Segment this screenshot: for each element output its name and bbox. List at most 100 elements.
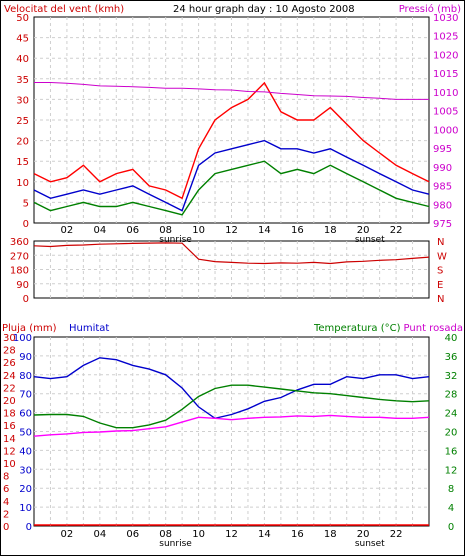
x-tick-label: 02	[61, 529, 74, 540]
direction-tick-label: 270	[10, 251, 29, 262]
wind-speed-axis-label: Velocitat del vent (kmh)	[4, 4, 124, 15]
x-tick-label: 14	[258, 225, 271, 236]
dew-point-axis-label: Punt rosada	[404, 323, 463, 334]
sunrise-marker: sunrise	[159, 539, 192, 549]
temperature-tick-label: 4	[448, 503, 454, 514]
x-tick-label: 12	[225, 225, 238, 236]
humidity-tick-label: 10	[19, 503, 32, 514]
temperature-tick-label: 20	[445, 428, 458, 439]
temperature-tick-label: 24	[445, 409, 458, 420]
x-tick-label: 08	[159, 529, 172, 540]
weather-panel-ticks: 0246810121416182022242628300102030405060…	[3, 333, 457, 549]
rain-tick-label: 22	[3, 383, 16, 394]
direction-tick-label: 90	[16, 280, 29, 291]
pressure-tick-label: 1025	[433, 32, 458, 43]
humidity-axis-label: Humitat	[69, 323, 109, 334]
humidity-tick-label: 90	[19, 352, 32, 363]
pressure-tick-label: 1000	[433, 125, 458, 136]
wind-tick-label: 15	[16, 157, 29, 168]
x-tick-label: 18	[324, 225, 337, 236]
compass-label: E	[437, 280, 443, 291]
pressure-tick-label: 1020	[433, 50, 458, 61]
pressure-tick-label: 995	[433, 144, 452, 155]
wind-direction-series	[33, 242, 430, 265]
humidity-tick-label: 60	[19, 409, 32, 420]
pressure-axis-label: Pressió (mb)	[399, 3, 461, 15]
wind-tick-label: 0	[23, 219, 29, 230]
sunset-marker: sunset	[355, 539, 385, 549]
x-tick-label: 04	[93, 529, 106, 540]
chart-title: 24 hour graph day : 10 Agosto 2008	[173, 4, 355, 15]
x-tick-label: 06	[126, 529, 139, 540]
wind-tick-label: 25	[16, 116, 29, 127]
pressure-tick-label: 980	[433, 200, 452, 211]
humidity-temperature-series	[33, 357, 430, 526]
humidity-tick-label: 30	[19, 465, 32, 476]
temperature-axis-label: Temperatura (°C)	[313, 323, 401, 334]
series-line	[33, 242, 430, 265]
x-tick-label: 14	[258, 529, 271, 540]
rain-tick-label: 18	[3, 409, 16, 420]
rain-tick-label: 28	[3, 346, 16, 357]
humidity-tick-label: 70	[19, 390, 32, 401]
wind-tick-label: 35	[16, 75, 29, 86]
wind-tick-label: 10	[16, 178, 29, 189]
series-line	[33, 414, 430, 437]
x-tick-label: 22	[390, 529, 403, 540]
x-tick-label: 16	[291, 225, 304, 236]
temperature-tick-label: 28	[445, 390, 458, 401]
wind-tick-label: 45	[16, 34, 29, 45]
x-tick-label: 06	[126, 225, 139, 236]
direction-tick-label: 360	[10, 237, 29, 248]
pressure-tick-label: 985	[433, 182, 452, 193]
rain-tick-label: 24	[3, 371, 16, 382]
rain-tick-label: 2	[3, 509, 9, 520]
sunset-marker: sunset	[355, 235, 385, 245]
compass-label: W	[437, 251, 447, 262]
temperature-tick-label: 0	[448, 522, 454, 533]
rain-tick-label: 8	[3, 472, 9, 483]
temperature-tick-label: 32	[445, 371, 458, 382]
x-tick-label: 20	[357, 225, 370, 236]
series-line	[33, 81, 430, 200]
compass-label: N	[437, 294, 444, 305]
wind-tick-label: 30	[16, 95, 29, 106]
x-tick-label: 10	[192, 225, 205, 236]
x-tick-label: 20	[357, 529, 370, 540]
series-line	[33, 357, 430, 420]
wind-tick-label: 40	[16, 54, 29, 65]
wind-tick-label: 50	[16, 13, 29, 24]
x-tick-label: 18	[324, 529, 337, 540]
temperature-tick-label: 36	[445, 352, 458, 363]
direction-tick-label: 0	[23, 294, 29, 305]
weather-panel-grid	[34, 337, 429, 526]
rain-tick-label: 4	[3, 497, 9, 508]
compass-label: N	[437, 237, 444, 248]
humidity-tick-label: 80	[19, 371, 32, 382]
humidity-tick-label: 20	[19, 484, 32, 495]
x-tick-label: 04	[93, 225, 106, 236]
x-tick-label: 10	[192, 529, 205, 540]
direction-tick-label: 180	[10, 266, 29, 277]
pressure-tick-label: 975	[433, 219, 452, 230]
rain-tick-label: 12	[3, 446, 16, 457]
rain-axis-label: Pluja (mm)	[2, 323, 57, 334]
wind-tick-label: 5	[23, 198, 29, 209]
pressure-tick-label: 1030	[433, 13, 458, 24]
series-line	[33, 384, 430, 429]
series-line	[33, 139, 430, 212]
rain-tick-label: 16	[3, 421, 16, 432]
x-tick-label: 12	[225, 529, 238, 540]
temperature-tick-label: 12	[445, 465, 458, 476]
series-line	[34, 82, 429, 100]
wind-pressure-series	[33, 81, 430, 216]
pressure-tick-label: 990	[433, 163, 452, 174]
humidity-tick-label: 40	[19, 446, 32, 457]
rain-tick-label: 6	[3, 484, 9, 495]
rain-tick-label: 26	[3, 358, 16, 369]
humidity-tick-label: 0	[26, 522, 32, 533]
rain-tick-label: 0	[3, 522, 9, 533]
